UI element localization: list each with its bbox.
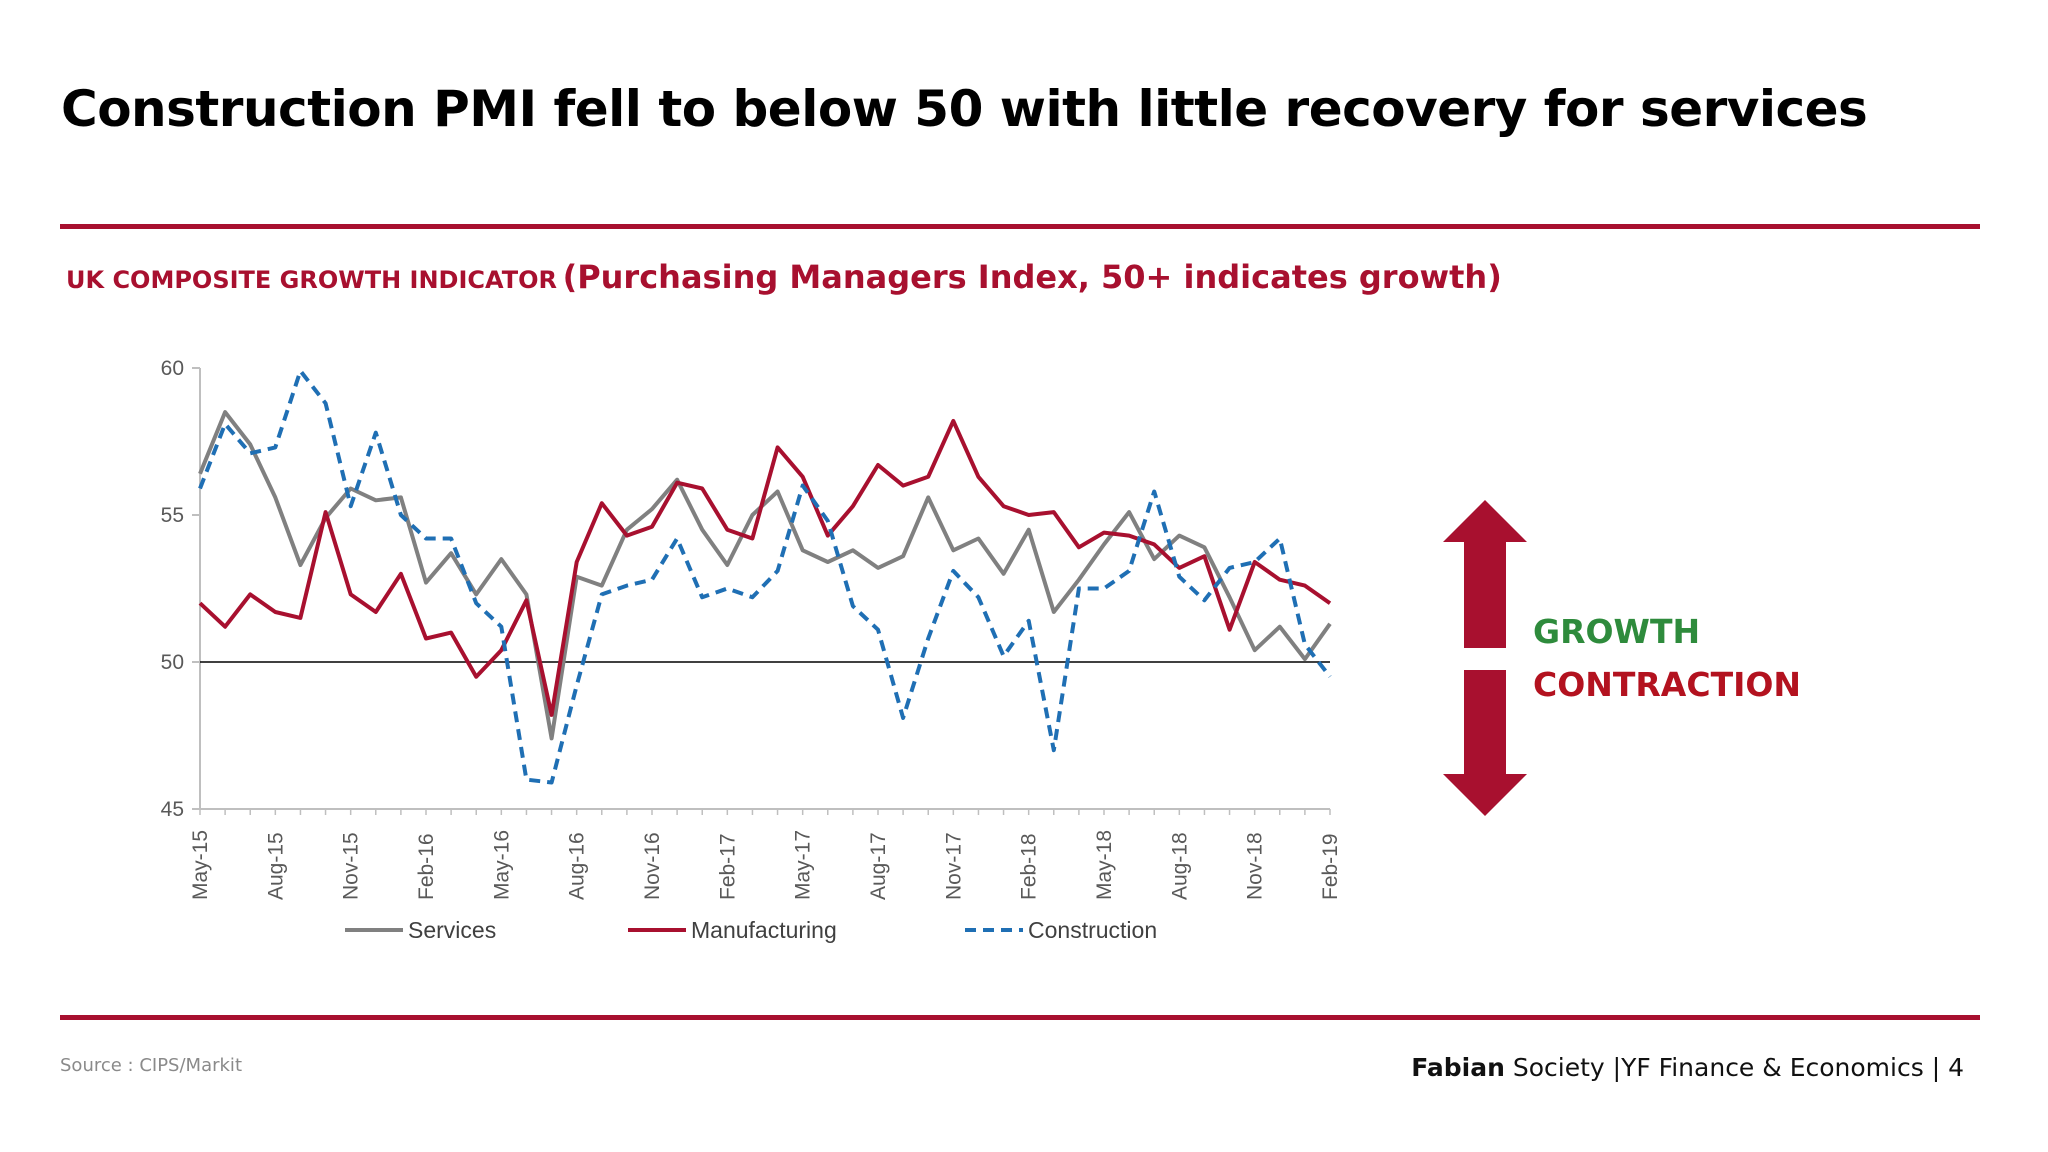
x-tick-label: May-18 xyxy=(1093,830,1116,900)
contraction-arrow-down-icon xyxy=(1443,670,1527,816)
footer-separator-2: | xyxy=(1923,1053,1949,1082)
top-divider xyxy=(60,224,1980,229)
footer-separator: | xyxy=(1604,1053,1622,1082)
x-tick-label: Nov-17 xyxy=(942,832,965,900)
legend-label-manufacturing: Manufacturing xyxy=(691,917,837,943)
y-tick-label: 55 xyxy=(161,504,184,527)
legend-label-services: Services xyxy=(408,917,496,943)
x-tick-label: Aug-17 xyxy=(867,832,890,900)
growth-label: GROWTH xyxy=(1533,612,1701,651)
y-tick-label: 50 xyxy=(161,651,184,674)
x-tick-label: Feb-18 xyxy=(1018,833,1041,900)
x-tick-label: May-15 xyxy=(189,830,212,900)
page-number: 4 xyxy=(1948,1053,1964,1082)
x-tick-label: Aug-18 xyxy=(1168,832,1191,900)
growth-arrow-up-icon xyxy=(1443,500,1527,648)
x-tick-label: Feb-16 xyxy=(415,833,438,900)
x-tick-label: Feb-19 xyxy=(1319,833,1342,900)
footer-brand-bold: Fabian xyxy=(1411,1053,1505,1082)
bottom-divider xyxy=(60,1015,1980,1020)
chart-heading-subtitle: (Purchasing Managers Index, 50+ indicate… xyxy=(562,258,1502,296)
series-line-manufacturing xyxy=(198,418,1332,717)
x-tick-label: Nov-16 xyxy=(641,832,664,900)
chart-heading: UK COMPOSITE GROWTH INDICATOR (Purchasin… xyxy=(66,258,1502,296)
x-tick-label: May-16 xyxy=(490,830,513,900)
chart-heading-caps: UK COMPOSITE GROWTH INDICATOR xyxy=(66,266,557,294)
footer-section: YF Finance & Economics xyxy=(1621,1053,1924,1082)
x-tick-label: Nov-15 xyxy=(340,832,363,900)
contraction-label: CONTRACTION xyxy=(1533,665,1802,704)
y-tick-label: 45 xyxy=(161,798,184,821)
series-line-construction xyxy=(198,368,1332,785)
x-tick-label: May-17 xyxy=(792,830,815,900)
footer-brand-rest: Society xyxy=(1504,1053,1605,1082)
y-tick-label: 60 xyxy=(161,357,184,380)
x-tick-label: Aug-15 xyxy=(264,832,287,900)
x-tick-label: Aug-16 xyxy=(566,832,589,900)
source-note: Source : CIPS/Markit xyxy=(60,1055,242,1076)
x-tick-label: Feb-17 xyxy=(716,833,739,900)
pmi-line-chart: 45 50 55 60 May-15 Aug-15 Nov-15 Feb-16 May-16 Au… xyxy=(161,357,1342,943)
legend-label-construction: Construction xyxy=(1028,917,1157,943)
x-tick-label: Nov-18 xyxy=(1244,832,1267,900)
series-line-services xyxy=(198,410,1332,741)
footer-branding: Fabian Society |YF Finance & Economics |… xyxy=(1411,1053,1964,1082)
page-title: Construction PMI fell to below 50 with l… xyxy=(61,80,1868,138)
